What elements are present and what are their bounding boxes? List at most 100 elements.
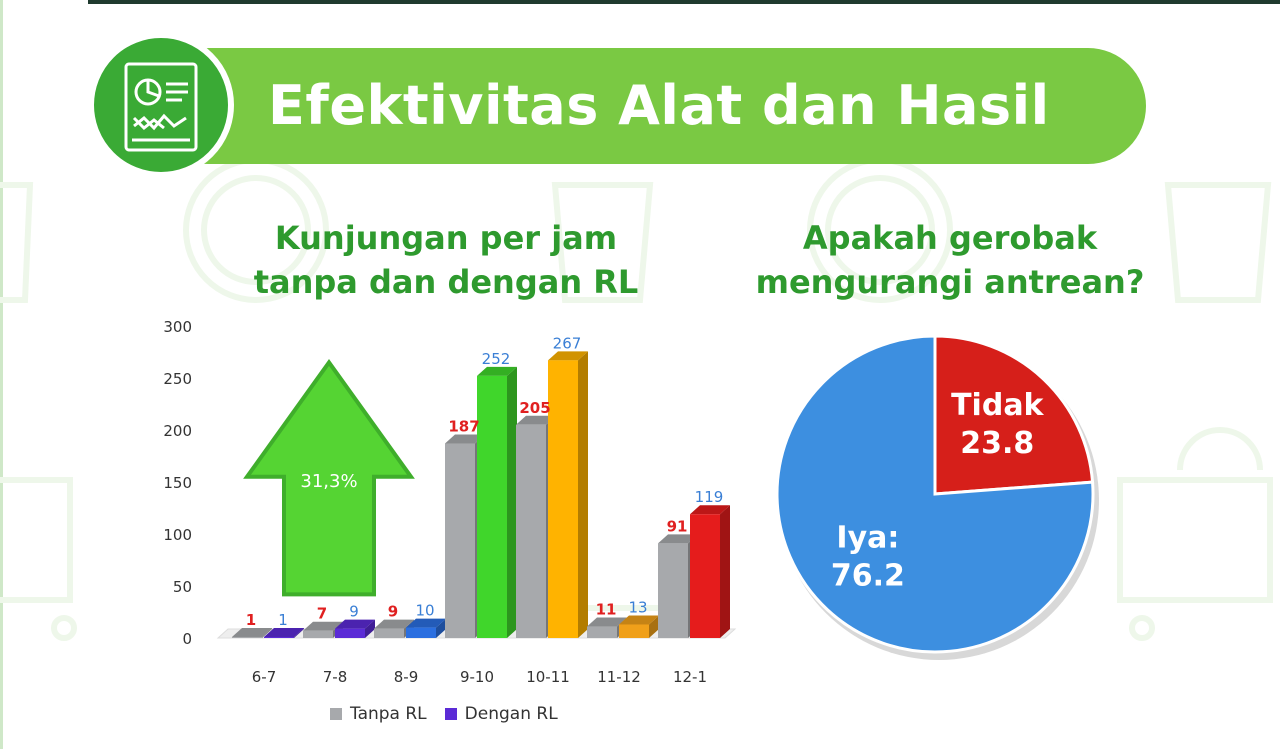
pie-label-value: 23.8 (960, 426, 1034, 461)
pie-chart-title-line-2: mengurangi antrean? (755, 263, 1145, 301)
bar-dengan (264, 627, 304, 638)
legend-item-dengan: Dengan RL (444, 704, 558, 724)
pie-chart-title-line-1: Apakah gerobak (802, 219, 1098, 257)
bar-tanpa-top (232, 627, 272, 637)
bar-dengan-top (548, 351, 588, 361)
y-tick-label: 150 (163, 474, 192, 492)
data-label-tanpa: 7 (317, 605, 327, 623)
watermark-wheel (51, 615, 77, 641)
bar-tanpa-side (262, 627, 272, 638)
bar-tanpa-top (516, 415, 556, 425)
bar-dengan-side (436, 618, 446, 638)
watermark-cart (1117, 477, 1273, 603)
data-label-dengan: 9 (349, 603, 359, 621)
bar-tanpa-top (587, 617, 627, 627)
watermark-cart (0, 477, 73, 603)
x-tick-label: 11-12 (597, 668, 641, 686)
pie-slice-iya (775, 334, 1095, 654)
bar-tanpa-front (658, 543, 688, 638)
bar-chart-title: Kunjungan per jam tanpa dan dengan RL (196, 216, 696, 304)
bar-dengan-side (507, 366, 517, 638)
bar-dengan-front (406, 627, 436, 638)
watermark-cup (551, 182, 654, 303)
x-tick-label: 10-11 (526, 668, 570, 686)
x-tick-label: 8-9 (394, 668, 419, 686)
watermark-cup (1164, 182, 1272, 303)
data-label-dengan: 1 (278, 611, 288, 629)
bar-dengan-front (690, 514, 720, 638)
bar-dengan-side (294, 627, 304, 638)
watermark-plate-inner (201, 175, 311, 285)
data-label-dengan: 10 (415, 602, 434, 620)
data-label-tanpa: 11 (596, 601, 617, 619)
increase-arrow-label: 31,3% (300, 471, 357, 492)
bar-dengan-front (264, 636, 294, 638)
legend-swatch-tanpa (330, 708, 342, 720)
data-label-dengan: 119 (695, 488, 724, 506)
bar-dengan (477, 366, 517, 638)
banner-badge (88, 32, 234, 178)
x-tick-label: 7-8 (323, 668, 348, 686)
y-tick-label: 100 (163, 526, 192, 544)
bar-tanpa-top (374, 619, 414, 629)
top-rule (88, 0, 1280, 4)
bar-tanpa (232, 627, 272, 638)
pie-chart-title: Apakah gerobak mengurangi antrean? (700, 216, 1200, 304)
bar-tanpa-front (374, 628, 404, 638)
data-label-tanpa: 205 (519, 399, 550, 417)
pie-slice-tidak (933, 334, 1095, 496)
page-title: Efektivitas Alat dan Hasil (268, 74, 1050, 137)
bar-chart-title-line-1: Kunjungan per jam (274, 219, 618, 257)
bar-dengan-side (578, 351, 588, 638)
pie-label-name: Tidak (951, 388, 1044, 423)
bar-dengan (619, 615, 659, 638)
data-label-dengan: 252 (482, 350, 511, 368)
y-tick-label: 200 (163, 422, 192, 440)
bar-tanpa-front (516, 424, 546, 638)
x-tick-label: 12-1 (673, 668, 707, 686)
y-tick-label: 0 (182, 630, 192, 648)
bar-dengan-front (548, 360, 578, 638)
bar-dengan-side (365, 619, 375, 638)
bar-dengan (335, 619, 375, 638)
y-tick-label: 50 (173, 578, 192, 596)
bar-dengan-front (335, 628, 365, 638)
bar-tanpa-top (658, 534, 698, 544)
bar-dengan-top (477, 366, 517, 376)
legend-item-tanpa: Tanpa RL (330, 704, 427, 724)
increase-arrow (243, 358, 415, 597)
bar-chart-title-line-2: tanpa dan dengan RL (253, 263, 639, 301)
watermark-cup (0, 182, 34, 303)
bar-tanpa-front (303, 630, 333, 638)
bar-tanpa-top (303, 621, 343, 631)
bar-tanpa-top (445, 434, 485, 444)
watermark-cloche (1177, 427, 1263, 471)
bar-dengan-front (619, 624, 649, 638)
bar-dengan-top (690, 505, 730, 515)
bar-dengan (690, 505, 730, 638)
legend-swatch-dengan (444, 708, 457, 720)
bar-dengan (548, 351, 588, 638)
legend-label-dengan: Dengan RL (464, 704, 558, 724)
pie-label-value: 76.2 (831, 559, 905, 594)
legend-label-tanpa: Tanpa RL (350, 704, 427, 724)
x-tick-label: 9-10 (460, 668, 494, 686)
y-tick-label: 250 (163, 370, 192, 388)
bar-dengan-front (477, 375, 507, 638)
pie-label-name: Iya: (836, 521, 899, 556)
bar-tanpa-front (445, 443, 475, 638)
x-tick-label: 6-7 (252, 668, 277, 686)
data-label-tanpa: 187 (448, 418, 479, 436)
left-edge (0, 0, 3, 749)
bar-chart-legend: Tanpa RL Dengan RL (330, 700, 558, 728)
data-label-tanpa: 91 (667, 517, 688, 535)
bar-dengan-top (406, 618, 446, 628)
data-label-tanpa: 1 (246, 611, 256, 629)
title-banner (150, 48, 1146, 164)
watermark-plate-inner (825, 175, 935, 285)
bar-dengan-side (720, 505, 730, 638)
bar-dengan-top (619, 615, 659, 625)
